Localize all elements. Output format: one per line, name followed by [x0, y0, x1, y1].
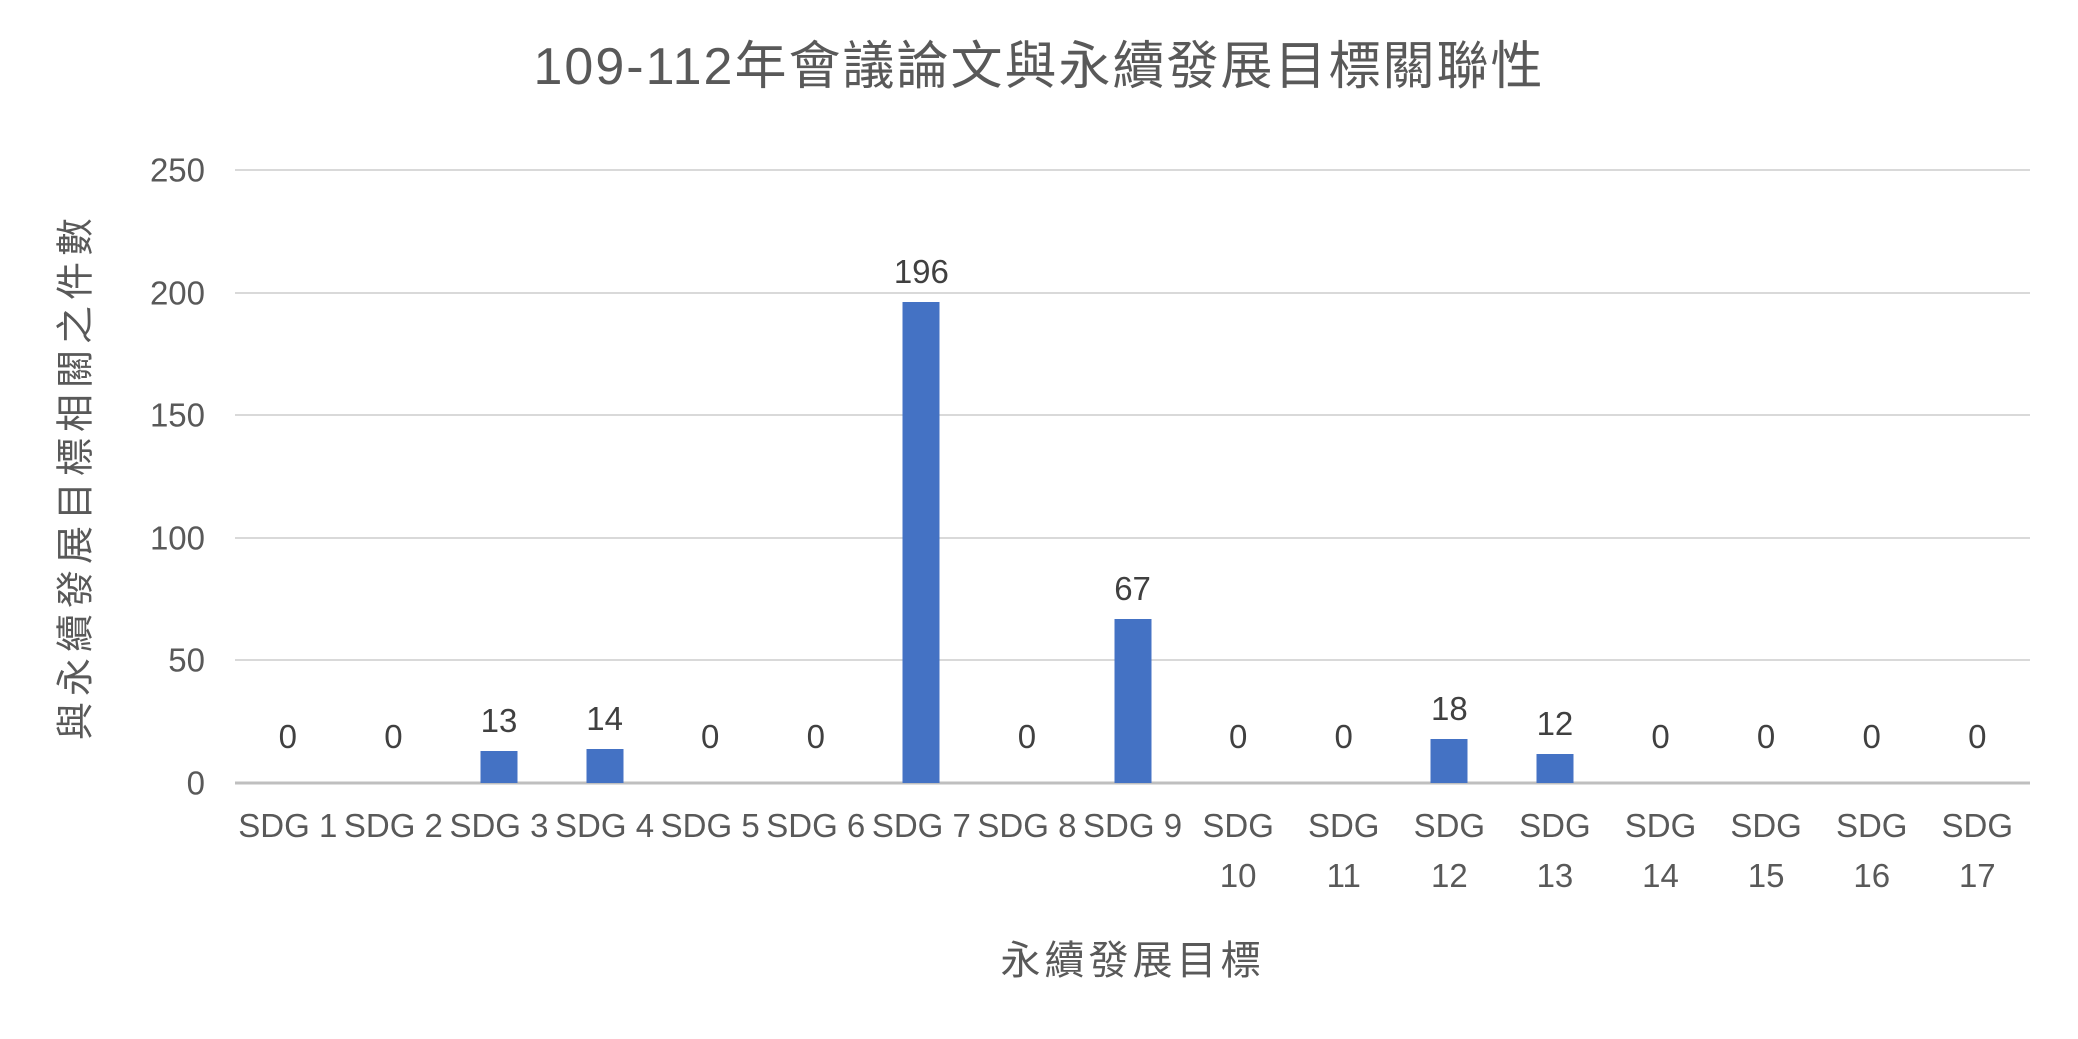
x-axis-ticks: SDG 1 SDG 2 SDG 3 SDG 4 SDG 5 SDG 6 SDG 7 SDG 8…	[235, 801, 2030, 901]
bar-slot: 0	[1713, 170, 1819, 783]
bar	[480, 751, 518, 783]
bar-value-label: 0	[1862, 718, 1881, 755]
gridline	[235, 291, 2030, 294]
x-tick-label: SDG 11	[1307, 807, 1380, 894]
bar-slot: 196	[869, 170, 975, 783]
bar-value-label: 0	[1968, 718, 1987, 755]
bar-slot: 0	[1925, 170, 2031, 783]
x-tick-label: SDG 10	[1202, 807, 1274, 894]
x-tick-label: SDG 12	[1413, 807, 1486, 894]
bar	[1536, 753, 1574, 783]
bar-value-label: 0	[1017, 718, 1037, 755]
gridline	[235, 169, 2030, 171]
gridline	[235, 414, 2030, 417]
bar-slot: 13	[446, 170, 552, 783]
bar-slot: 0	[974, 170, 1080, 783]
bar-value-label: 0	[1228, 718, 1248, 755]
bar-slot: 0	[1819, 170, 1925, 783]
bar-slot: 0	[341, 170, 447, 783]
x-tick-label: SDG 15	[1730, 807, 1802, 894]
bar-value-label: 12	[1536, 704, 1574, 742]
x-tick-label: SDG 7	[871, 807, 971, 844]
bar-value-label: 0	[1756, 718, 1776, 755]
y-axis-ticks: 0 50 100 150 200 250	[0, 154, 205, 800]
bar-value-label: 18	[1430, 689, 1468, 727]
bar-value-label: 0	[700, 718, 720, 755]
x-tick-label: SDG 2	[343, 807, 443, 844]
bar-value-label: 0	[278, 718, 297, 755]
bar-slot: 0	[1608, 170, 1714, 783]
x-tick-label: SDG 8	[977, 807, 1077, 844]
chart-title: 109-112年會議論文與永續發展目標關聯性	[533, 38, 1545, 96]
x-tick-label: SDG 1	[238, 807, 338, 844]
bar	[1430, 738, 1468, 783]
y-tick-label: 200	[149, 274, 205, 312]
bar-slot: 18	[1397, 170, 1503, 783]
y-tick-label: 150	[149, 396, 205, 434]
x-tick-label: SDG 4	[555, 807, 655, 844]
x-tick-label: SDG 16	[1835, 807, 1908, 894]
y-tick-label: 0	[186, 764, 205, 802]
bar-slot: 67	[1080, 170, 1186, 783]
bar-value-label: 14	[586, 699, 623, 737]
bar-slot: 14	[552, 170, 658, 783]
bar	[1114, 618, 1152, 783]
gridline	[235, 536, 2030, 539]
x-tick-label: SDG 14	[1624, 807, 1697, 894]
bar-value-label: 0	[1651, 718, 1670, 755]
x-tick-label: SDG 6	[766, 807, 866, 844]
y-tick-label: 50	[168, 641, 205, 679]
x-tick-label: SDG 3	[449, 807, 549, 844]
bar-value-label: 0	[1334, 718, 1353, 755]
bar-value-label: 67	[1114, 569, 1151, 607]
bar-value-label: 13	[480, 702, 518, 740]
bar-slot: 0	[1185, 170, 1291, 783]
bar-slot: 12	[1502, 170, 1608, 783]
bar-value-label: 0	[384, 718, 403, 755]
bar-slot: 0	[657, 170, 763, 783]
bar-slot: 0	[235, 170, 341, 783]
x-tick-label: SDG 9	[1083, 807, 1183, 844]
bar	[586, 748, 624, 783]
bars-row: 0 0 13 14 0 0 196 0 67 0 0 18 12 0 0 0 0	[235, 170, 2030, 783]
x-axis-title: 永續發展目標	[1000, 939, 1265, 983]
bar-value-label: 196	[893, 253, 949, 291]
bar-value-label: 0	[806, 718, 825, 755]
bar	[902, 302, 940, 783]
x-tick-label: SDG 5	[660, 807, 760, 844]
x-tick-label: SDG 13	[1519, 807, 1591, 894]
y-tick-label: 100	[149, 519, 205, 557]
bar-slot: 0	[763, 170, 869, 783]
x-tick-label: SDG 17	[1941, 807, 2014, 894]
y-tick-label: 250	[149, 151, 205, 189]
plot-area: 0 0 13 14 0 0 196 0 67 0 0 18 12 0 0 0 0	[235, 169, 2030, 785]
bar-slot: 0	[1291, 170, 1397, 783]
x-axis-line	[235, 781, 2030, 785]
